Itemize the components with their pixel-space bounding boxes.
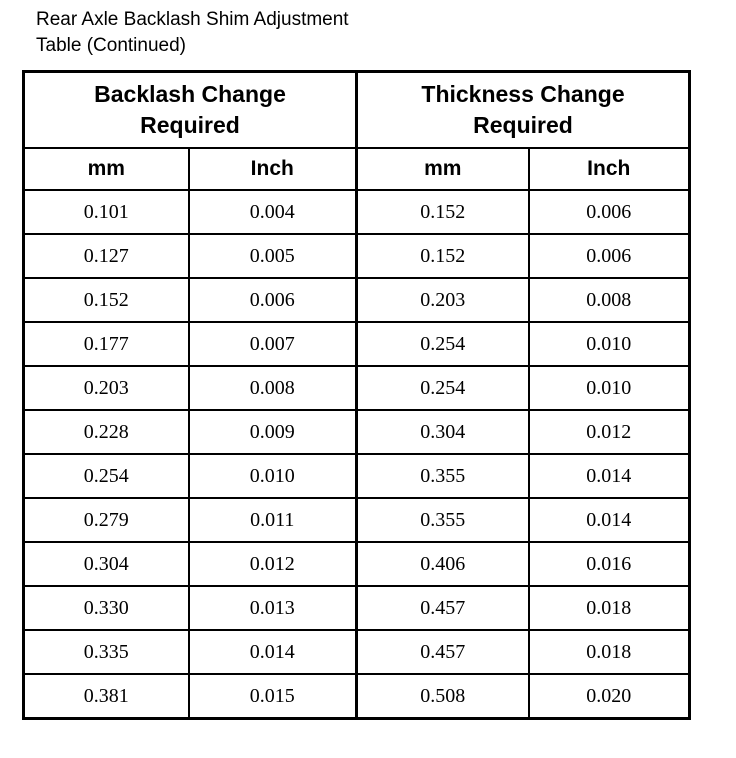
cell-thickness-mm: 0.254 (355, 321, 530, 367)
group-header-thickness-change: Thickness Change Required (354, 70, 691, 149)
cell-thickness-inch: 0.010 (527, 365, 691, 411)
table-row: 0.177 0.007 0.254 0.010 (22, 321, 691, 367)
cell-thickness-mm: 0.304 (355, 409, 530, 455)
cell-backlash-inch: 0.013 (187, 585, 358, 631)
shim-adjustment-table: Backlash Change Required Thickness Chang… (22, 70, 692, 720)
cell-thickness-mm: 0.355 (355, 453, 530, 499)
table-row: 0.304 0.012 0.406 0.016 (22, 541, 691, 587)
cell-backlash-mm: 0.228 (22, 409, 190, 455)
cell-backlash-mm: 0.304 (22, 541, 190, 587)
table-row: 0.152 0.006 0.203 0.008 (22, 277, 691, 323)
cell-thickness-mm: 0.406 (355, 541, 530, 587)
table-row: 0.101 0.004 0.152 0.006 (22, 189, 691, 235)
cell-backlash-mm: 0.335 (22, 629, 190, 675)
cell-thickness-inch: 0.012 (527, 409, 691, 455)
cell-thickness-mm: 0.203 (355, 277, 530, 323)
table-row: 0.127 0.005 0.152 0.006 (22, 233, 691, 279)
cell-backlash-inch: 0.004 (187, 189, 358, 235)
cell-backlash-inch: 0.008 (187, 365, 358, 411)
cell-backlash-mm: 0.254 (22, 453, 190, 499)
table-row: 0.279 0.011 0.355 0.014 (22, 497, 691, 543)
cell-backlash-mm: 0.330 (22, 585, 190, 631)
cell-thickness-mm: 0.355 (355, 497, 530, 543)
cell-backlash-inch: 0.007 (187, 321, 358, 367)
cell-thickness-inch: 0.006 (527, 189, 691, 235)
sub-header-row: mm Inch mm Inch (22, 147, 691, 191)
cell-backlash-mm: 0.101 (22, 189, 190, 235)
cell-backlash-inch: 0.015 (187, 673, 358, 720)
cell-backlash-inch: 0.011 (187, 497, 358, 543)
cell-thickness-mm: 0.152 (355, 189, 530, 235)
cell-thickness-mm: 0.508 (355, 673, 530, 720)
col-header-thickness-mm: mm (355, 147, 530, 191)
table-header: Backlash Change Required Thickness Chang… (22, 70, 691, 191)
cell-backlash-inch: 0.012 (187, 541, 358, 587)
cell-thickness-inch: 0.020 (527, 673, 691, 720)
table-row: 0.203 0.008 0.254 0.010 (22, 365, 691, 411)
cell-backlash-mm: 0.203 (22, 365, 190, 411)
cell-thickness-mm: 0.152 (355, 233, 530, 279)
cell-backlash-mm: 0.152 (22, 277, 190, 323)
table-row: 0.330 0.013 0.457 0.018 (22, 585, 691, 631)
cell-backlash-mm: 0.381 (22, 673, 190, 720)
cell-thickness-inch: 0.018 (527, 585, 691, 631)
page-title: Rear Axle Backlash Shim Adjustment Table… (36, 9, 349, 56)
cell-backlash-inch: 0.006 (187, 277, 358, 323)
cell-backlash-inch: 0.014 (187, 629, 358, 675)
col-header-thickness-inch: Inch (527, 147, 691, 191)
cell-thickness-mm: 0.457 (355, 629, 530, 675)
cell-thickness-inch: 0.010 (527, 321, 691, 367)
cell-backlash-inch: 0.005 (187, 233, 358, 279)
col-header-backlash-mm: mm (22, 147, 190, 191)
cell-thickness-inch: 0.014 (527, 453, 691, 499)
cell-thickness-inch: 0.014 (527, 497, 691, 543)
cell-backlash-mm: 0.279 (22, 497, 190, 543)
cell-thickness-inch: 0.018 (527, 629, 691, 675)
cell-thickness-inch: 0.008 (527, 277, 691, 323)
cell-backlash-inch: 0.009 (187, 409, 358, 455)
table-row: 0.228 0.009 0.304 0.012 (22, 409, 691, 455)
group-header-backlash-change: Backlash Change Required (22, 70, 358, 149)
table-row: 0.381 0.015 0.508 0.020 (22, 673, 691, 720)
table-body: 0.101 0.004 0.152 0.006 0.127 0.005 0.15… (22, 189, 691, 720)
table-row: 0.254 0.010 0.355 0.014 (22, 453, 691, 499)
group-header-row: Backlash Change Required Thickness Chang… (22, 70, 691, 149)
col-header-backlash-inch: Inch (187, 147, 358, 191)
table-row: 0.335 0.014 0.457 0.018 (22, 629, 691, 675)
cell-thickness-mm: 0.254 (355, 365, 530, 411)
cell-backlash-mm: 0.127 (22, 233, 190, 279)
cell-backlash-inch: 0.010 (187, 453, 358, 499)
cell-thickness-inch: 0.016 (527, 541, 691, 587)
cell-thickness-mm: 0.457 (355, 585, 530, 631)
cell-backlash-mm: 0.177 (22, 321, 190, 367)
cell-thickness-inch: 0.006 (527, 233, 691, 279)
